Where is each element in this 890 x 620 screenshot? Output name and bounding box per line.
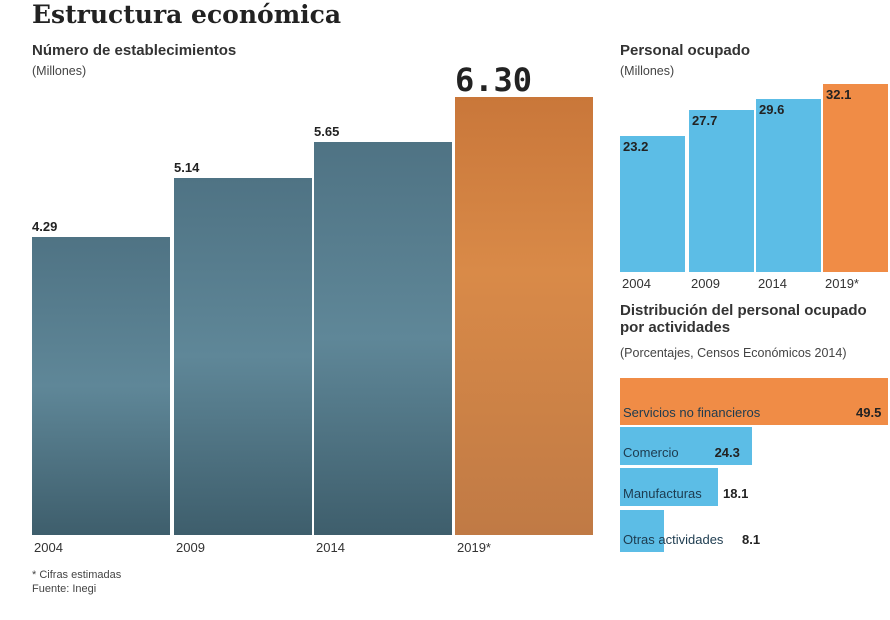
establishments-bar — [174, 177, 312, 535]
establishments-value-label: 6.30 — [455, 61, 533, 99]
employment-bar — [689, 109, 754, 272]
establishments-value-label: 5.14 — [174, 159, 200, 175]
employment-value-label: 32.1 — [826, 87, 852, 102]
employment-year-label: 2019* — [825, 276, 859, 291]
employment-year-label: 2004 — [622, 276, 651, 291]
establishments-subtitle: (Millones) — [32, 64, 87, 78]
employment-bar — [823, 84, 888, 272]
employment-value-label: 27.7 — [692, 112, 718, 128]
distribution-bar — [620, 427, 752, 465]
establishments-year-label: 2014 — [316, 540, 345, 555]
distribution-category-label: Comercio — [623, 445, 679, 460]
establishments-bar — [314, 142, 452, 535]
footnote: * Cifras estimadas — [32, 569, 122, 581]
establishments-value-label: 4.29 — [32, 218, 58, 234]
distribution-title: Distribución del personal ocupado por ac… — [620, 302, 867, 336]
distribution-value-label: 18.1 — [723, 486, 749, 501]
employment-value-label: 23.2 — [623, 139, 649, 155]
distribution-subtitle: (Porcentajes, Censos Económicos 2014) — [620, 346, 847, 360]
distribution-value-label: 24.3 — [714, 445, 740, 460]
establishments-year-label: 2004 — [34, 540, 63, 555]
establishments-bar — [455, 97, 593, 535]
employment-title: Personal ocupado — [620, 42, 751, 59]
employment-value-label: 29.6 — [759, 101, 785, 117]
distribution-category-label: Servicios no financieros — [623, 405, 761, 420]
distribution-bar — [620, 510, 664, 552]
establishments-title: Número de establecimientos — [32, 42, 237, 59]
employment-bar — [756, 98, 821, 272]
establishments-year-label: 2019* — [457, 540, 491, 555]
employment-year-label: 2009 — [691, 276, 720, 291]
distribution-category-label: Manufacturas — [623, 486, 702, 501]
employment-year-label: 2014 — [758, 276, 787, 291]
page-title: Estructura económica — [32, 0, 342, 29]
employment-bar — [620, 136, 685, 272]
establishments-year-label: 2009 — [176, 540, 205, 555]
distribution-value-label: 8.1 — [742, 532, 761, 547]
establishments-bar — [32, 236, 170, 535]
distribution-category-label: Otras actividades — [623, 532, 724, 547]
distribution-bar — [620, 468, 718, 506]
distribution-value-label: 49.5 — [856, 405, 882, 420]
source: Fuente: Inegi — [32, 583, 97, 595]
employment-subtitle: (Millones) — [620, 64, 675, 78]
distribution-bar — [620, 378, 888, 425]
establishments-value-label: 5.65 — [314, 124, 340, 140]
